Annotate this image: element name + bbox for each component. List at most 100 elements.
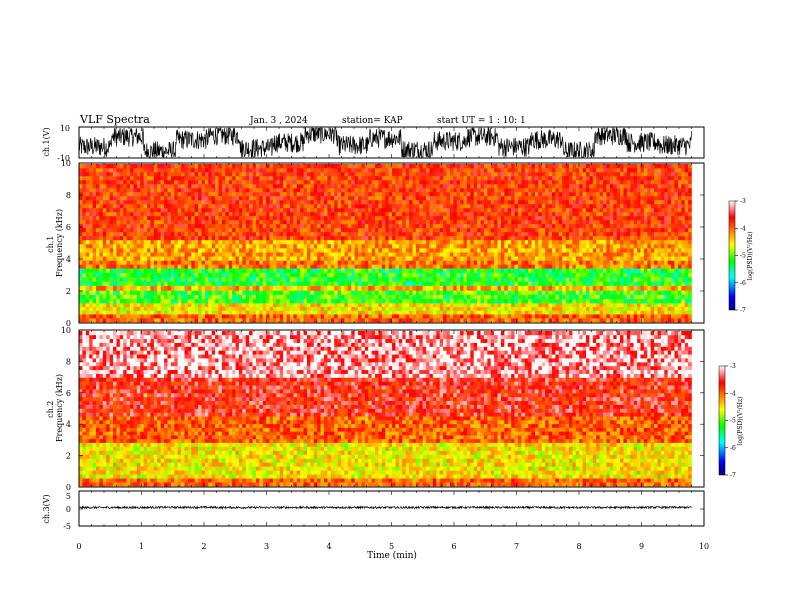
spectrogram-cell xyxy=(647,228,651,232)
spectrogram-cell xyxy=(150,248,154,252)
spectrogram-cell xyxy=(171,260,175,264)
spectrogram-cell xyxy=(331,314,335,318)
spectrogram-cell xyxy=(429,303,433,307)
spectrogram-cell xyxy=(331,240,335,244)
spectrogram-cell xyxy=(515,212,519,216)
spectrogram-cell xyxy=(644,248,648,252)
spectrogram-cell xyxy=(249,273,253,278)
spectrogram-cell xyxy=(198,244,202,248)
spectrogram-cell xyxy=(661,318,665,322)
spectrogram-cell xyxy=(678,212,682,216)
spectrogram-cell xyxy=(433,236,437,240)
spectrogram-cell xyxy=(150,224,154,228)
spectrogram-cell xyxy=(613,273,617,278)
spectrogram-cell xyxy=(501,277,505,282)
spectrogram-cell xyxy=(334,295,338,300)
spectrogram-cell xyxy=(314,318,318,322)
spectrogram-cell xyxy=(324,303,328,307)
spectrogram-cell xyxy=(133,240,137,244)
spectrogram-cell xyxy=(467,256,471,260)
spectrogram-cell xyxy=(137,232,141,236)
spectrogram-cell xyxy=(242,252,246,256)
spectrogram-cell xyxy=(344,303,348,307)
spectrogram-cell xyxy=(164,212,168,216)
spectrogram-cell xyxy=(654,277,658,282)
spectrogram-cell xyxy=(515,252,519,256)
spectrogram-cell xyxy=(501,299,505,304)
spectrogram-cell xyxy=(644,260,648,264)
spectrogram-cell xyxy=(453,307,457,311)
spectrogram-cell xyxy=(640,307,644,311)
spectrogram-cell xyxy=(195,220,199,224)
spectrogram-cell xyxy=(82,277,86,282)
spectrogram-cell xyxy=(324,248,328,252)
spectrogram-cell xyxy=(365,299,369,304)
spectrogram-cell xyxy=(86,310,90,314)
spectrogram-cell xyxy=(685,256,689,260)
spectrogram-cell xyxy=(181,248,185,252)
spectrogram-cell xyxy=(596,295,600,300)
spectrogram-cell xyxy=(276,295,280,300)
spectrogram-cell xyxy=(263,236,267,240)
spectrogram-cell xyxy=(610,290,614,295)
spectrogram-cell xyxy=(606,240,610,244)
spectrogram-cell xyxy=(613,277,617,282)
spectrogram-cell xyxy=(538,252,542,256)
spectrogram-cell xyxy=(358,307,362,311)
spectrogram-cell xyxy=(242,264,246,268)
spectrogram-cell xyxy=(300,318,304,322)
spectrogram-cell xyxy=(668,244,672,248)
spectrogram-cell xyxy=(171,310,175,314)
spectrogram-cell xyxy=(443,307,447,311)
spectrogram-cell xyxy=(127,236,131,240)
spectrogram-cell xyxy=(647,232,651,236)
spectrogram-cell xyxy=(307,240,311,244)
spectrogram-cell xyxy=(576,260,580,264)
spectrogram-cell xyxy=(256,260,260,264)
spectrogram-cell xyxy=(491,299,495,304)
spectrogram-cell xyxy=(623,303,627,307)
spectrogram-cell xyxy=(474,277,478,282)
spectrogram-cell xyxy=(375,290,379,295)
spectrogram-cell xyxy=(300,236,304,240)
spectrogram-cell xyxy=(518,290,522,295)
spectrogram-cell xyxy=(276,303,280,307)
spectrogram-cell xyxy=(532,256,536,260)
spectrogram-cell xyxy=(481,310,485,314)
spectrogram-cell xyxy=(620,273,624,278)
spectrogram-cell xyxy=(579,295,583,300)
spectrogram-cell xyxy=(184,273,188,278)
spectrogram-cell xyxy=(535,248,539,252)
spectrogram-cell xyxy=(470,314,474,318)
spectrogram-cell xyxy=(290,295,294,300)
spectrogram-cell xyxy=(569,264,573,268)
spectrogram-cell xyxy=(246,252,250,256)
spectrogram-cell xyxy=(627,299,631,304)
spectrogram-cell xyxy=(654,295,658,300)
spectrogram-cell xyxy=(344,273,348,278)
spectrogram-cell xyxy=(545,244,549,248)
spectrogram-cell xyxy=(246,248,250,252)
spectrogram-cell xyxy=(450,256,454,260)
spectrogram-cell xyxy=(576,248,580,252)
spectrogram-cell xyxy=(559,240,563,244)
spectrogram-cell xyxy=(412,303,416,307)
spectrogram-cell xyxy=(389,268,393,273)
spectrogram-cell xyxy=(532,264,536,268)
spectrogram-cell xyxy=(467,286,471,291)
spectrogram-cell xyxy=(501,228,505,232)
spectrogram-cell xyxy=(515,299,519,304)
spectrogram-cell xyxy=(232,220,236,224)
spectrogram-cell xyxy=(412,236,416,240)
spectrogram-cell xyxy=(552,286,556,291)
spectrogram-cell xyxy=(304,314,308,318)
spectrogram-cell xyxy=(232,228,236,232)
spectrogram-cell xyxy=(467,240,471,244)
spectrogram-cell xyxy=(215,228,219,232)
spectrogram-cell xyxy=(256,286,260,291)
spectrogram-cell xyxy=(535,252,539,256)
spectrogram-cell xyxy=(501,281,505,286)
spectrogram-cell xyxy=(579,260,583,264)
spectrogram-cell xyxy=(321,273,325,278)
spectrogram-cell xyxy=(668,290,672,295)
